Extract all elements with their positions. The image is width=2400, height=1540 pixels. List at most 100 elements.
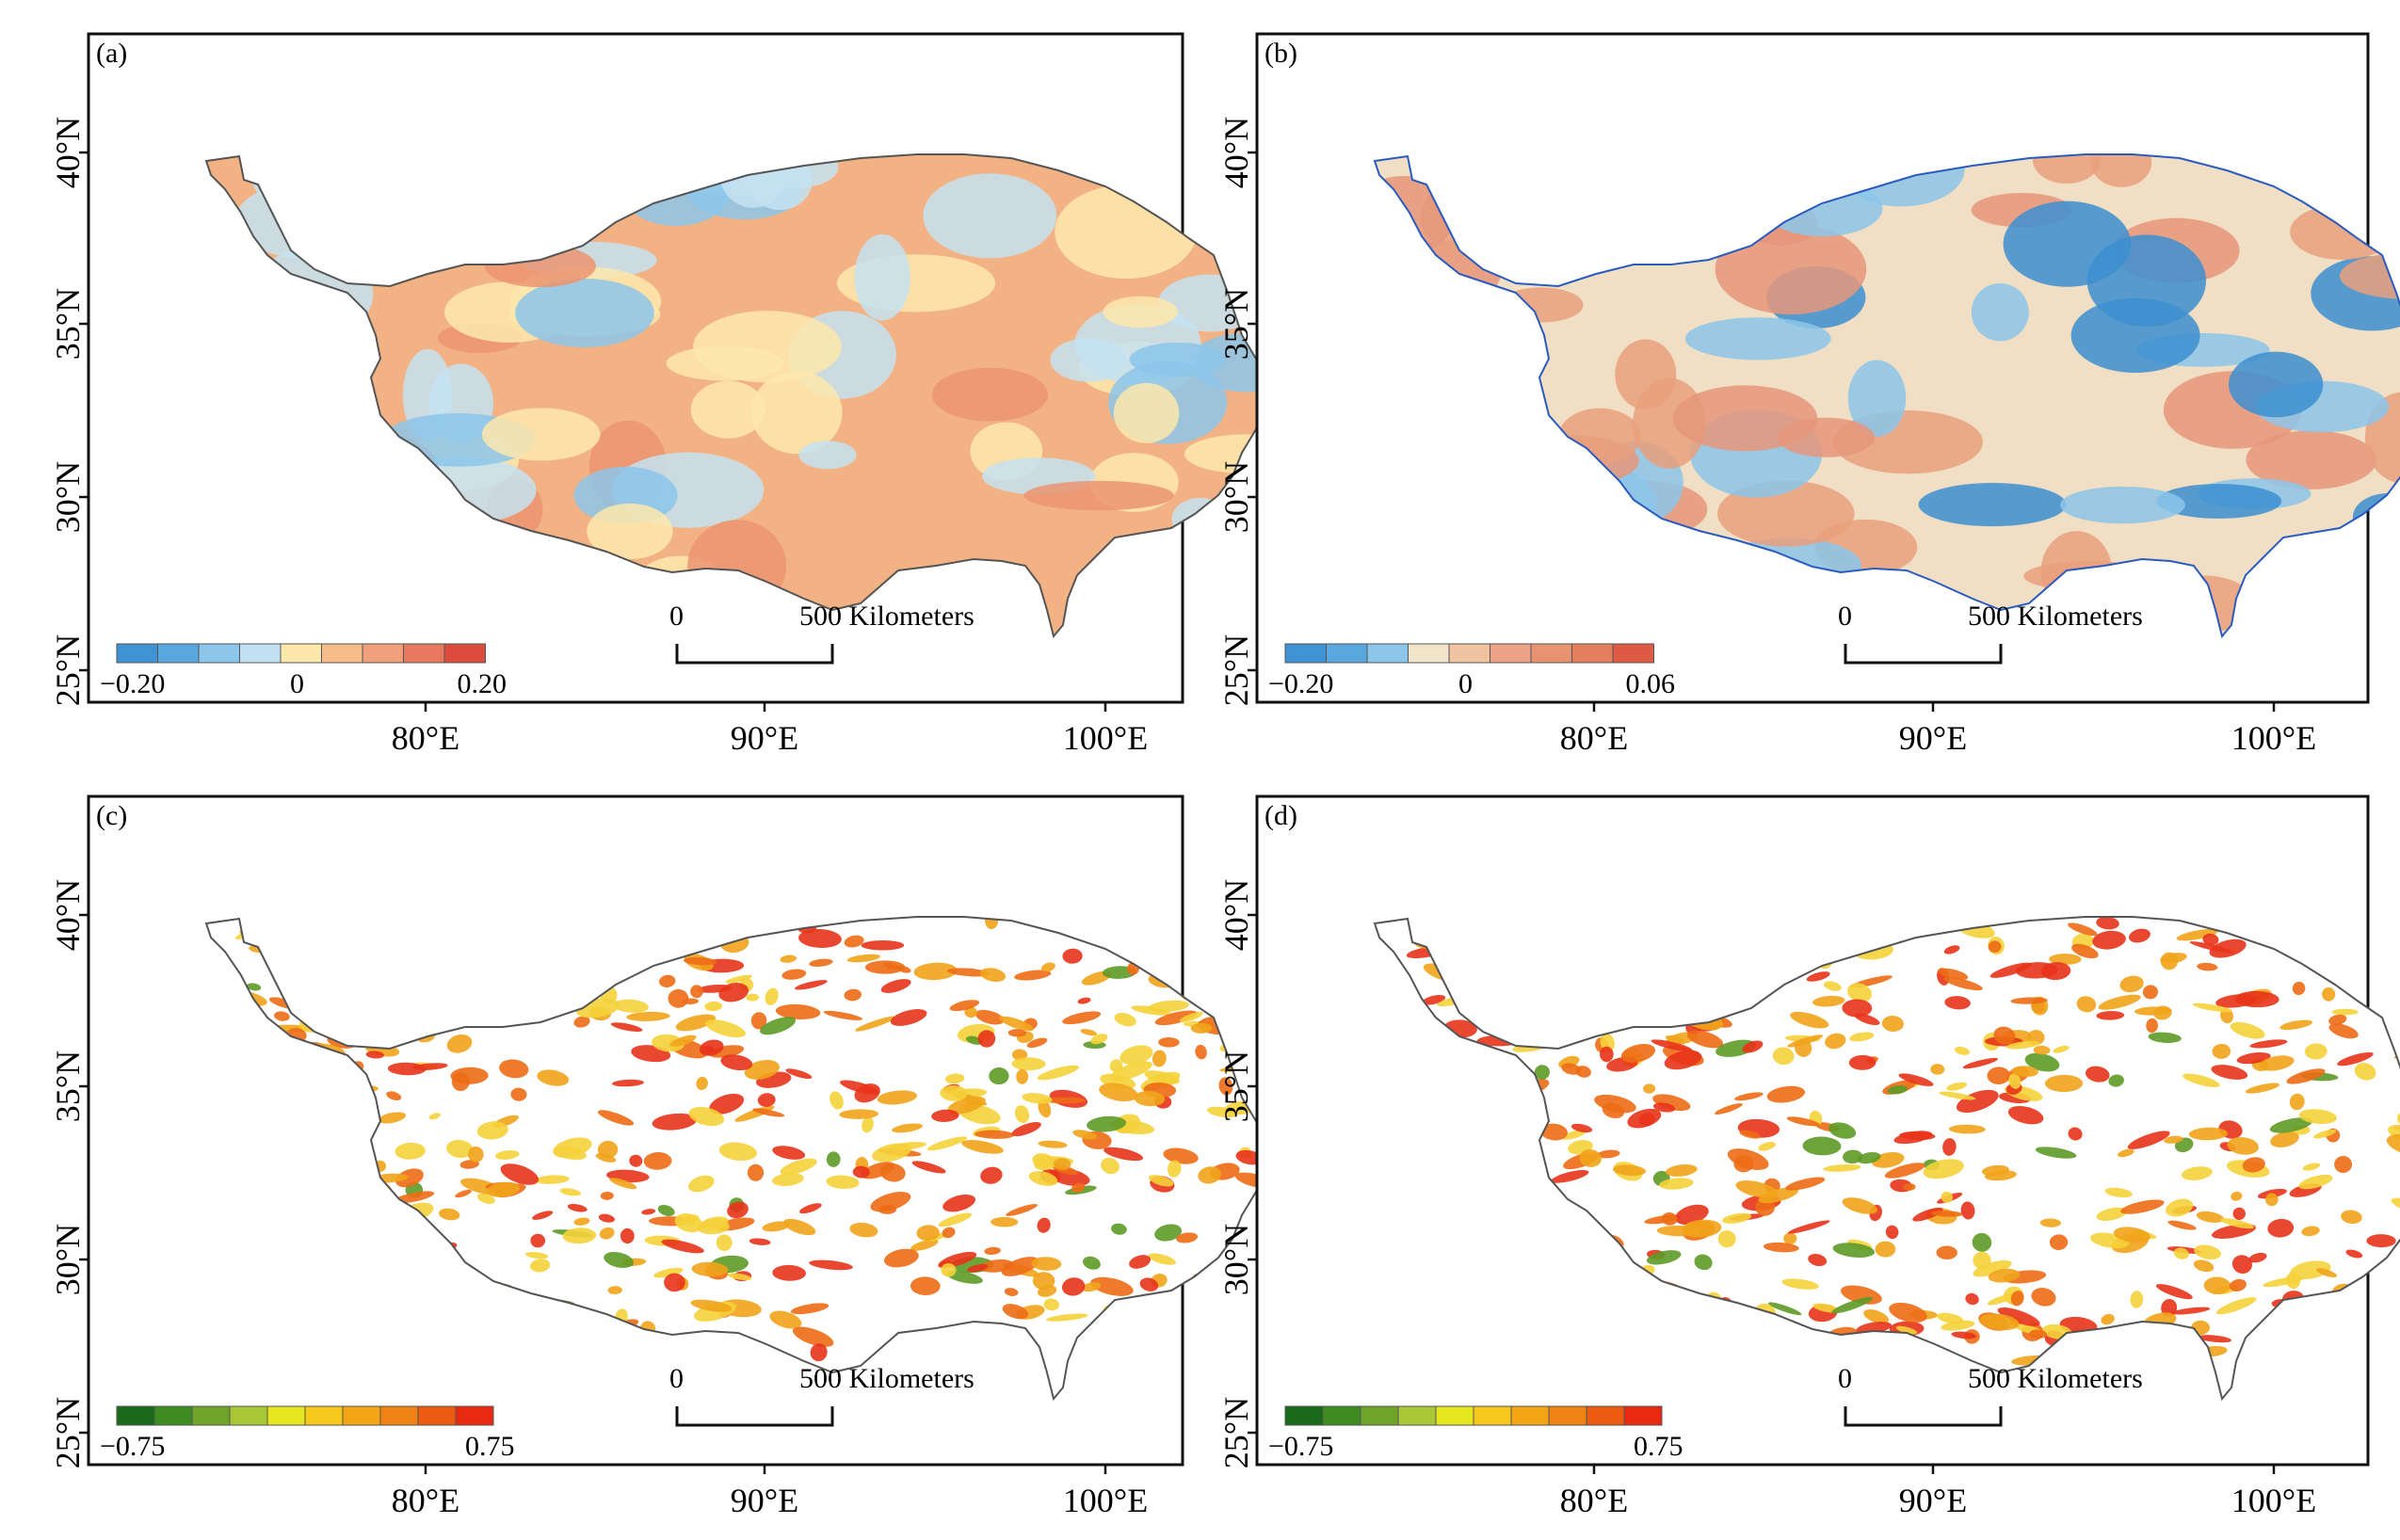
value-speckle: [562, 1227, 597, 1244]
value-speckle: [1694, 1254, 1713, 1271]
value-speckle: [709, 1093, 745, 1115]
value-speckle: [395, 1142, 426, 1160]
value-speckle: [2039, 1218, 2061, 1227]
value-speckle: [2245, 1083, 2280, 1094]
value-speckle: [2267, 1218, 2295, 1238]
value-speckle: [2071, 943, 2099, 959]
value-speckle: [499, 1059, 529, 1079]
value-speckle: [1936, 1312, 1964, 1324]
value-speckle: [1032, 1153, 1055, 1168]
value-speckle: [2098, 994, 2141, 1010]
value-speckle: [879, 1163, 906, 1182]
value-speckle: [1895, 1325, 1918, 1335]
legend-swatch: [1326, 643, 1368, 664]
value-speckle: [1727, 1148, 1769, 1170]
value-speckle: [1620, 1044, 1656, 1063]
value-speckle: [1884, 1163, 1925, 1179]
legend-swatch: [1530, 643, 1572, 664]
value-speckle: [2108, 1074, 2124, 1087]
value-speckle: [2290, 1260, 2331, 1280]
value-patch: [1189, 332, 1265, 393]
value-speckle: [1812, 1303, 1840, 1313]
value-patch: [2032, 154, 2101, 184]
value-patch: [481, 408, 601, 461]
value-speckle: [1002, 1304, 1029, 1320]
value-speckle: [1001, 1257, 1039, 1276]
value-speckle: [684, 956, 717, 966]
value-speckle: [2049, 1234, 2069, 1250]
lon-tick-label: 100°E: [2231, 719, 2316, 757]
value-speckle: [1638, 1113, 1655, 1126]
lon-tick-label: 100°E: [1063, 719, 1148, 757]
value-speckle: [2182, 1166, 2213, 1180]
value-speckle: [2193, 1259, 2215, 1273]
value-speckle: [772, 1173, 804, 1186]
value-speckle: [682, 998, 700, 1004]
value-speckle: [1664, 1050, 1702, 1070]
lon-tick-label: 80°E: [1560, 1482, 1628, 1519]
value-speckle: [984, 917, 999, 930]
value-patch: [923, 173, 1057, 259]
value-speckle: [2248, 1252, 2267, 1263]
legend-swatch: [153, 1405, 193, 1426]
value-speckle: [2130, 1291, 2144, 1308]
value-patch: [1847, 360, 1907, 437]
value-speckle: [1043, 1097, 1086, 1104]
value-speckle: [688, 1175, 715, 1193]
value-speckle: [1893, 1131, 1933, 1145]
value-speckle: [2096, 1011, 2125, 1020]
value-speckle: [1011, 1057, 1046, 1071]
value-patch: [1684, 317, 1831, 361]
value-speckle: [1134, 1090, 1166, 1107]
value-patch: [2229, 351, 2324, 418]
value-speckle: [1973, 1259, 2012, 1277]
lon-tick-label: 90°E: [1899, 1482, 1967, 1519]
legend-swatch: [1366, 643, 1409, 664]
value-speckle: [573, 1217, 590, 1226]
value-speckle: [1154, 1010, 1198, 1026]
value-speckle: [1014, 1105, 1030, 1124]
value-speckle: [659, 974, 676, 987]
value-speckle: [977, 1030, 996, 1048]
value-speckle: [2366, 1234, 2396, 1248]
panel-label: (b): [1264, 38, 1297, 69]
value-speckle: [1993, 1026, 2016, 1045]
value-speckle: [1758, 1187, 1798, 1204]
value-speckle: [1038, 1099, 1052, 1118]
value-speckle: [844, 935, 864, 948]
value-speckle: [2092, 930, 2126, 950]
value-speckle: [2289, 1093, 2305, 1111]
value-speckle: [1659, 1178, 1694, 1190]
value-speckle: [1099, 1083, 1138, 1102]
color-legend: −0.20 0 0.06: [1268, 643, 1675, 699]
scale-distance-label: 500 Kilometers: [799, 601, 974, 632]
value-speckle: [1061, 1277, 1086, 1296]
value-speckle: [1823, 1163, 1861, 1172]
lat-tick-label: 30°N: [49, 1224, 87, 1295]
value-speckle: [2171, 1307, 2211, 1315]
legend-swatch: [1360, 1405, 1399, 1426]
value-speckle: [1111, 1223, 1127, 1235]
legend-swatch: [1490, 643, 1532, 664]
scale-distance-label: 500 Kilometers: [1968, 601, 2143, 632]
value-speckle: [2118, 1148, 2134, 1158]
value-speckle: [1570, 1123, 1593, 1133]
value-speckle: [785, 1068, 813, 1079]
value-speckle: [1923, 1159, 1964, 1179]
value-speckle: [2176, 928, 2218, 941]
value-patch: [2059, 486, 2185, 524]
lat-tick-label: 25°N: [1217, 634, 1255, 706]
value-speckle: [428, 1113, 441, 1120]
value-speckle: [2192, 1003, 2232, 1013]
value-speckle: [510, 1087, 527, 1101]
value-speckle: [2215, 994, 2257, 1008]
value-speckle: [2188, 1127, 2228, 1141]
legend-swatch: [455, 1405, 494, 1426]
value-speckle: [696, 1076, 708, 1090]
value-speckle: [597, 1110, 635, 1126]
value-speckle: [757, 1093, 776, 1107]
value-speckle: [910, 1239, 939, 1251]
value-speckle: [1847, 983, 1873, 1003]
value-speckle: [780, 1158, 817, 1176]
panel-label: (d): [1264, 800, 1297, 831]
